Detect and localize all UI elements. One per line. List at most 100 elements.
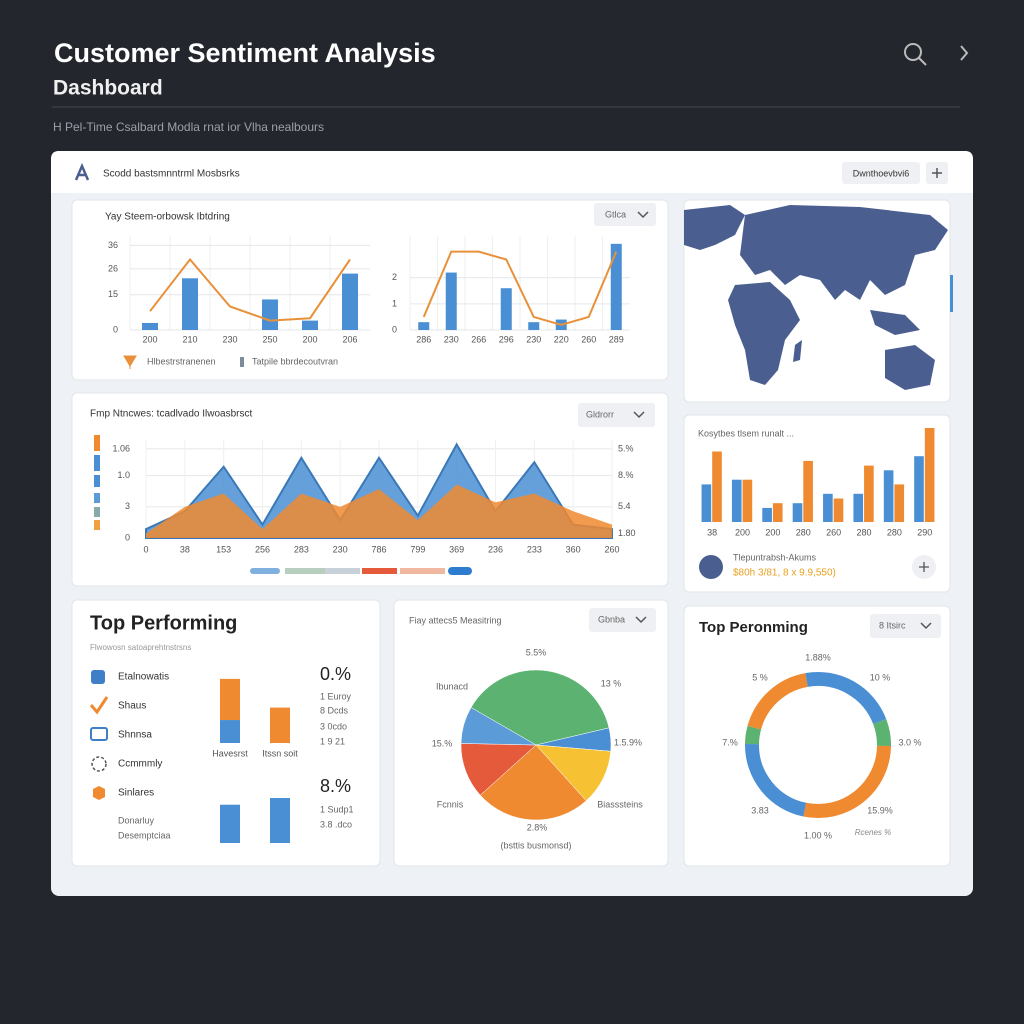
item-label: Shnnsa (118, 730, 152, 741)
pie-slice (460, 707, 537, 746)
bar (302, 320, 318, 330)
area (146, 484, 612, 538)
tagline: H Pel-Time Csalbard Modla rnat ior Vlha … (53, 120, 324, 134)
bar (500, 288, 512, 330)
page-subtitle: Dashboard (53, 77, 163, 100)
bar (762, 507, 772, 522)
pie-label: 2.8% (527, 822, 548, 832)
pie-label: 15.% (432, 738, 453, 748)
y-tick-label: 0 (125, 532, 130, 542)
x-tick-label: 230 (526, 334, 541, 344)
x-tick-label: 799 (410, 544, 425, 554)
next-button[interactable] (960, 45, 969, 61)
bar (742, 479, 753, 522)
bar (270, 798, 290, 843)
donut-segment (873, 719, 891, 747)
x-tick-label: 280 (857, 527, 872, 537)
x-tick-label: 210 (182, 334, 197, 344)
x-tick-label: 260 (826, 527, 841, 537)
bar (731, 479, 742, 522)
x-tick-label: 286 (416, 334, 431, 344)
y-tick-label: 1.0 (117, 470, 130, 480)
bar (772, 503, 783, 522)
donut-segment (805, 672, 887, 725)
stat-label: 3 0cdo (320, 721, 347, 731)
x-tick-label: 230 (222, 334, 237, 344)
card (683, 605, 951, 867)
card-title: Kosytbes tlsem runalt ... (698, 428, 794, 438)
x-tick-label: 256 (255, 544, 270, 554)
x-tick-label: 0 (143, 544, 148, 554)
pie-label: 5.5% (526, 647, 547, 657)
pie-slice (479, 744, 587, 821)
stat-label: 3.8 .dco (320, 819, 352, 829)
stat-value: 0.% (320, 664, 351, 684)
avatar (699, 555, 723, 579)
x-tick-label: 280 (796, 527, 811, 537)
dropdown-label: Gbnba (598, 614, 625, 624)
stat-label: 8 Dcds (320, 705, 349, 715)
toolbar-title: Scodd bastsmnntrml Mosbsrks (103, 169, 240, 180)
dropdown-label: Gtlca (605, 209, 626, 219)
x-tick-label: 200 (765, 527, 780, 537)
y-tick-label: 0 (113, 324, 118, 334)
stat-value: 8.% (320, 776, 351, 796)
range-slider[interactable] (250, 567, 472, 575)
x-tick-label: 260 (604, 544, 619, 554)
bar (610, 243, 622, 330)
x-tick-label: 250 (262, 334, 277, 344)
bar (833, 498, 844, 522)
search-button[interactable] (904, 43, 927, 66)
card (683, 414, 951, 593)
pie-label: 13 % (601, 678, 622, 688)
x-tick-label: 289 (609, 334, 624, 344)
x-tick-label: 296 (499, 334, 514, 344)
pie-label: Ibunacd (436, 681, 468, 691)
bar-segment (270, 707, 290, 743)
dropdown[interactable]: Gtlca (594, 203, 656, 226)
card-subtitle: Flwowosn satoaprehtnstrsns (90, 643, 191, 652)
card-title: Fmp Ntncwes: tcadlvado Ilwoasbrsct (90, 409, 253, 420)
donut-segment (803, 745, 891, 818)
x-tick-label: Itssn soit (262, 748, 298, 758)
item-label: Sinlares (118, 788, 154, 799)
card-title: Top Peronming (699, 619, 808, 636)
y-tick-label: 36 (108, 240, 118, 250)
dropdown[interactable]: 8 Itsirc (870, 614, 941, 638)
donut-label: 10 % (870, 672, 891, 682)
x-tick-label: 220 (554, 334, 569, 344)
y-tick-label: 26 (108, 263, 118, 273)
stat-label: 1 Euroy (320, 691, 352, 701)
donut-label: 1.00 % (804, 830, 832, 840)
item-label: Ccmmmly (118, 759, 162, 770)
y2-tick-label: 8.% (618, 470, 634, 480)
dropdown[interactable]: Gldrorr (578, 403, 655, 427)
y2-tick-label: 5.4 (618, 501, 631, 511)
add-button[interactable] (926, 162, 948, 184)
line (422, 250, 618, 326)
donut-label: 3.83 (751, 805, 769, 815)
bar (142, 322, 158, 330)
item-label: Etalnowatis (118, 672, 169, 683)
x-tick-label: Havesrst (212, 748, 248, 758)
stat-label: 1 Sudp1 (320, 804, 354, 814)
scrollbar[interactable] (950, 275, 953, 312)
logo (74, 162, 90, 181)
toolbar-button[interactable]: Dwnthoevbvi6 (842, 162, 920, 184)
add-button[interactable] (912, 555, 936, 579)
stat-label: 1 9 21 (320, 736, 345, 746)
bar (823, 493, 833, 522)
bar (418, 322, 430, 330)
x-tick-label: 153 (216, 544, 231, 554)
x-tick-label: 360 (566, 544, 581, 554)
x-tick-label: 290 (917, 527, 932, 537)
y-tick-label: 15 (108, 289, 118, 299)
y-tick-label: 0 (392, 324, 397, 334)
dropdown[interactable]: Gbnba (589, 608, 656, 632)
bar-segment (220, 720, 240, 743)
bar (894, 484, 905, 522)
donut-label: 5 % (752, 672, 768, 682)
item-label: Desemptciaa (118, 830, 171, 840)
y2-tick-label: 5.% (618, 443, 634, 453)
